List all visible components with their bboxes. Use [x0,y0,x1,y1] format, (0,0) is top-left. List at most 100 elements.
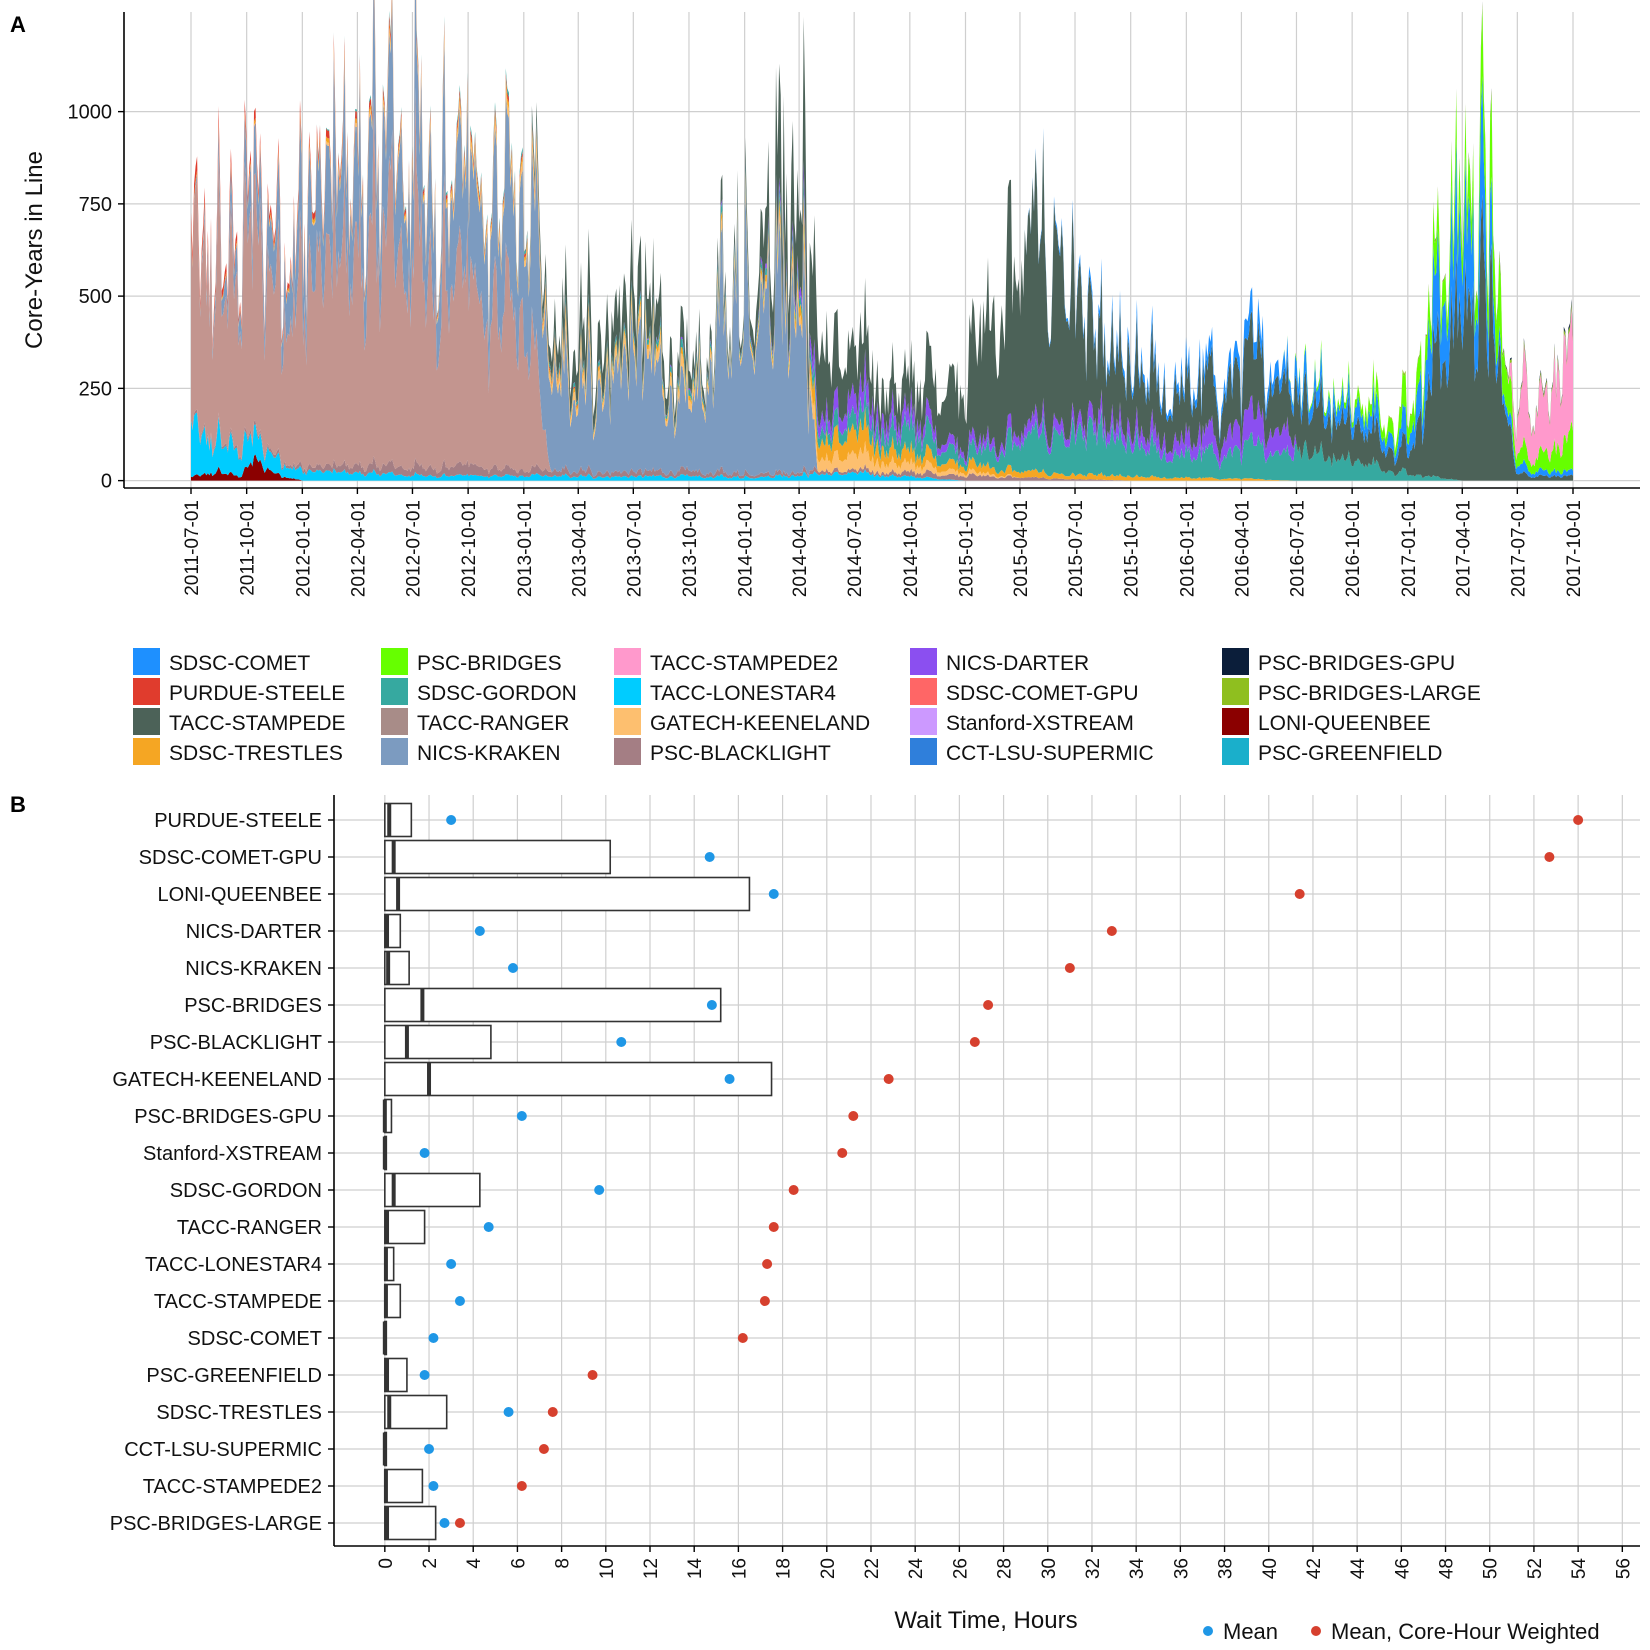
panel-a-x-tick-label: 2017-01-01 [1399,500,1420,597]
area-tacc-lonestar4 [191,412,1573,481]
panel-b-x-tick-label: 48 [1437,1558,1458,1579]
mean-point-sdsc-gordon [594,1185,605,1195]
panel-b-x-tick-label: 28 [995,1558,1016,1579]
panel-b-x-tick-label: 42 [1304,1558,1325,1579]
panel-b-y-tick-label: NICS-DARTER [186,921,322,943]
weighted-mean-point-tacc-stampede [759,1296,770,1306]
weighted-mean-point-stanford-xstream [837,1148,848,1158]
legend-label: PSC-BRIDGES [417,652,562,675]
panel-b-y-tick-label: PURDUE-STEELE [154,810,322,832]
panel-a-x-tick-label: 2016-10-01 [1343,500,1364,597]
weighted-mean-point-tacc-lonestar4 [762,1259,773,1269]
weighted-mean-point-sdsc-trestles [547,1407,558,1417]
box-gatech-keeneland [384,1061,773,1097]
box-sdsc-gordon [384,1172,481,1208]
panel-a-x-tick-label: 2013-10-01 [680,500,701,597]
panel-b-x-tick-label: 56 [1613,1558,1634,1579]
panel-a-x-tick-label: 2016-04-01 [1232,500,1253,597]
weighted-mean-point-nics-darter [1106,926,1117,936]
panel-b-x-tick-label: 6 [508,1558,529,1569]
legend-key-psc-bridges [381,648,408,675]
legend-label: PSC-BRIDGES-GPU [1258,652,1455,675]
mean-point-stanford-xstream [419,1148,430,1158]
legend-key-cct-lsu-supermic [910,738,937,765]
panel-a-x-tick-label: 2013-04-01 [569,500,590,597]
panel-b-y-tick-label: GATECH-KEENELAND [112,1069,322,1091]
mean-point-psc-bridges-large [439,1518,450,1528]
legend-label: TACC-RANGER [417,712,569,735]
mean-point-loni-queenbee [768,889,779,899]
box-tacc-stampede2 [384,1468,424,1504]
panel-b-x-tick-label: 10 [597,1558,618,1579]
legend-key-mean [1203,1626,1213,1636]
box-sdsc-comet-gpu [384,839,612,875]
legend-key-gatech-keeneland [614,708,641,735]
panel-a-letter: A [10,12,26,37]
panel-b-x-tick-label: 46 [1392,1558,1413,1579]
panel-b-x-tick-label: 24 [906,1558,927,1580]
weighted-mean-point-sdsc-comet [737,1333,748,1343]
panel-b-y-tick-label: NICS-KRAKEN [185,958,322,980]
weighted-mean-point-tacc-ranger [768,1222,779,1232]
box-psc-greenfield [384,1357,408,1393]
panel-b-x-tick-label: 40 [1260,1558,1281,1579]
panel-a-x-tick-label: 2017-10-01 [1564,500,1585,597]
panel-b-y-tick-label: TACC-LONESTAR4 [145,1254,322,1276]
legend-key-sdsc-comet [133,648,160,675]
legend-label: Mean [1223,1619,1278,1644]
legend-key-nics-darter [910,648,937,675]
legend-key-psc-blacklight [614,738,641,765]
legend-label: GATECH-KEENELAND [650,712,870,735]
panel-b-x-tick-label: 14 [685,1558,706,1580]
mean-point-psc-greenfield [419,1370,430,1380]
panel-b-x-tick-label: 50 [1481,1558,1502,1579]
panel-b-x-tick-label: 44 [1348,1558,1369,1580]
panel-a-x-tick-label: 2015-04-01 [1011,500,1032,597]
panel-b-x-tick-label: 36 [1171,1558,1192,1579]
legend-key-sdsc-trestles [133,738,160,765]
panel-b-letter: B [10,792,26,817]
legend-label: SDSC-COMET-GPU [946,682,1139,705]
mean-point-purdue-steele [446,815,457,825]
panel-b-x-tick-label: 54 [1569,1558,1590,1580]
area-tacc-ranger [191,87,1573,481]
panel-b-y-tick-label: LONI-QUEENBEE [158,884,322,906]
legend-label: PSC-BLACKLIGHT [650,742,831,765]
panel-b-x-tick-label: 52 [1525,1558,1546,1579]
panel-b-x-tick-label: 4 [464,1558,485,1569]
mean-point-psc-bridges [706,1000,717,1010]
box-sdsc-trestles [384,1394,448,1430]
panel-a-x-tick-label: 2017-04-01 [1453,500,1474,597]
mean-point-psc-blacklight [616,1037,627,1047]
legend-label: SDSC-COMET [169,652,310,675]
legend-label: TACC-LONESTAR4 [650,682,836,705]
panel-b-y-tick-label: SDSC-COMET-GPU [139,847,322,869]
panel-b-y-tick-label: SDSC-COMET [188,1328,322,1350]
legend-label: LONI-QUEENBEE [1258,712,1431,735]
legend-label: PURDUE-STEELE [169,682,345,705]
legend-label: PSC-BRIDGES-LARGE [1258,682,1481,705]
legend-label: NICS-DARTER [946,652,1089,675]
box-loni-queenbee [384,876,751,912]
legend-key-tacc-stampede2 [614,648,641,675]
panel-a-x-tick-label: 2014-10-01 [901,500,922,597]
legend-key-stanford-xstream [910,708,937,735]
panel-b-y-tick-label: TACC-STAMPEDE [154,1291,322,1313]
legend-label: TACC-STAMPEDE2 [650,652,838,675]
panel-b-y-tick-label: SDSC-TRESTLES [156,1402,322,1424]
area-tacc-stampede [191,0,1573,481]
mean-point-nics-kraken [507,963,518,973]
legend-key-psc-bridges-large [1222,678,1249,705]
mean-point-sdsc-comet-gpu [704,852,715,862]
panel-b-y-tick-label: PSC-BLACKLIGHT [150,1032,322,1054]
panel-b-y-tick-label: PSC-GREENFIELD [146,1365,322,1387]
legend-key-sdsc-gordon [381,678,408,705]
panel-a-x-tick-label: 2013-07-01 [624,500,645,597]
box-tacc-ranger [384,1209,426,1245]
panel-a-y-tick-label: 1000 [68,102,113,124]
panel-b-x-tick-label: 18 [774,1558,795,1579]
panel-b-x-tick-label: 26 [950,1558,971,1579]
panel-b-axes [333,795,1640,1547]
legend-label: SDSC-TRESTLES [169,742,343,765]
mean-point-gatech-keeneland [724,1074,735,1084]
